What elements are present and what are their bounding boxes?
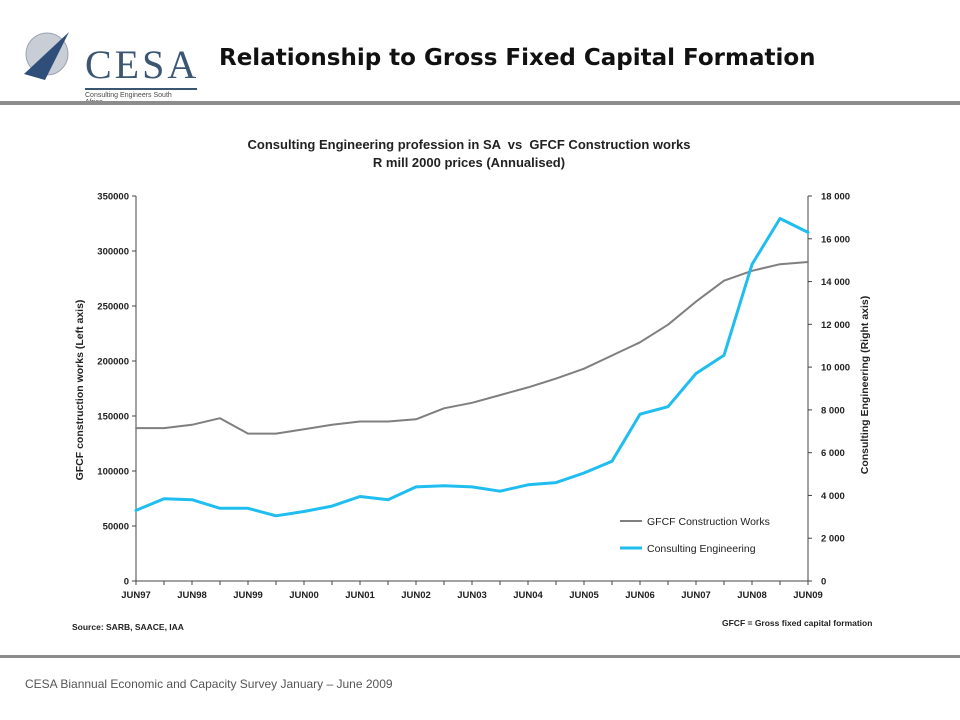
logo-rule bbox=[85, 88, 197, 90]
left-tick-label: 50000 bbox=[103, 522, 129, 533]
x-tick-label: JUN02 bbox=[401, 590, 431, 601]
chart-note: GFCF = Gross fixed capital formation bbox=[722, 618, 872, 628]
chart-series bbox=[134, 217, 810, 518]
x-tick-label: JUN99 bbox=[233, 590, 263, 601]
left-tick-label: 100000 bbox=[97, 467, 129, 478]
legend-label-gfcf: GFCF Construction Works bbox=[647, 516, 770, 528]
right-tick-label: 12 000 bbox=[821, 320, 850, 331]
series-line-gfcf bbox=[135, 261, 809, 435]
right-tick-label: 4 000 bbox=[821, 491, 845, 502]
right-tick-label: 14 000 bbox=[821, 277, 850, 288]
left-tick-label: 150000 bbox=[97, 412, 129, 423]
left-axis-label: GFCF construction works (Left axis) bbox=[74, 300, 86, 481]
left-tick-label: 350000 bbox=[97, 192, 129, 203]
legend-label-consulting: Consulting Engineering bbox=[647, 543, 756, 555]
chart-source: Source: SARB, SAACE, IAA bbox=[72, 622, 184, 632]
cesa-arrow-logo-icon bbox=[24, 32, 69, 80]
x-tick-label: JUN03 bbox=[457, 590, 487, 601]
x-tick-label: JUN98 bbox=[177, 590, 207, 601]
x-tick-label: JUN08 bbox=[737, 590, 767, 601]
gfcf-vs-consulting-chart: Consulting Engineering profession in SA … bbox=[72, 137, 872, 632]
x-tick-label: JUN09 bbox=[793, 590, 823, 601]
right-tick-label: 16 000 bbox=[821, 234, 850, 245]
right-tick-label: 18 000 bbox=[821, 192, 850, 203]
right-axis-label: Consulting Engineering (Right axis) bbox=[859, 296, 871, 475]
chart-subtitle: R mill 2000 prices (Annualised) bbox=[373, 155, 565, 170]
x-tick-label: JUN00 bbox=[289, 590, 319, 601]
right-tick-label: 0 bbox=[821, 577, 826, 588]
series-line-consulting bbox=[134, 217, 810, 518]
x-tick-label: JUN05 bbox=[569, 590, 599, 601]
x-tick-label: JUN01 bbox=[345, 590, 375, 601]
chart-axes bbox=[132, 195, 812, 585]
right-tick-label: 10 000 bbox=[821, 363, 850, 374]
chart-legend: GFCF Construction Works Consulting Engin… bbox=[620, 516, 770, 555]
slide-title: Relationship to Gross Fixed Capital Form… bbox=[219, 45, 816, 71]
footer-divider bbox=[0, 655, 960, 658]
right-tick-label: 2 000 bbox=[821, 534, 845, 545]
right-tick-label: 6 000 bbox=[821, 448, 845, 459]
left-tick-label: 0 bbox=[124, 577, 129, 588]
left-tick-label: 200000 bbox=[97, 357, 129, 368]
x-tick-label: JUN06 bbox=[625, 590, 655, 601]
right-tick-label: 8 000 bbox=[821, 405, 845, 416]
chart-title: Consulting Engineering profession in SA … bbox=[248, 137, 691, 152]
cesa-logo: CESA Consulting Engineers South Africa bbox=[17, 22, 197, 106]
header-divider bbox=[0, 101, 960, 105]
footer-text: CESA Biannual Economic and Capacity Surv… bbox=[25, 677, 393, 691]
left-tick-label: 250000 bbox=[97, 302, 129, 313]
chart-tick-labels: 0 50000 100000 150000 200000 250000 300000 3500… bbox=[97, 192, 850, 602]
x-tick-label: JUN04 bbox=[513, 590, 543, 601]
x-tick-label: JUN07 bbox=[681, 590, 711, 601]
left-tick-label: 300000 bbox=[97, 247, 129, 258]
x-tick-label: JUN97 bbox=[121, 590, 151, 601]
logo-wordmark: CESA bbox=[85, 42, 200, 87]
